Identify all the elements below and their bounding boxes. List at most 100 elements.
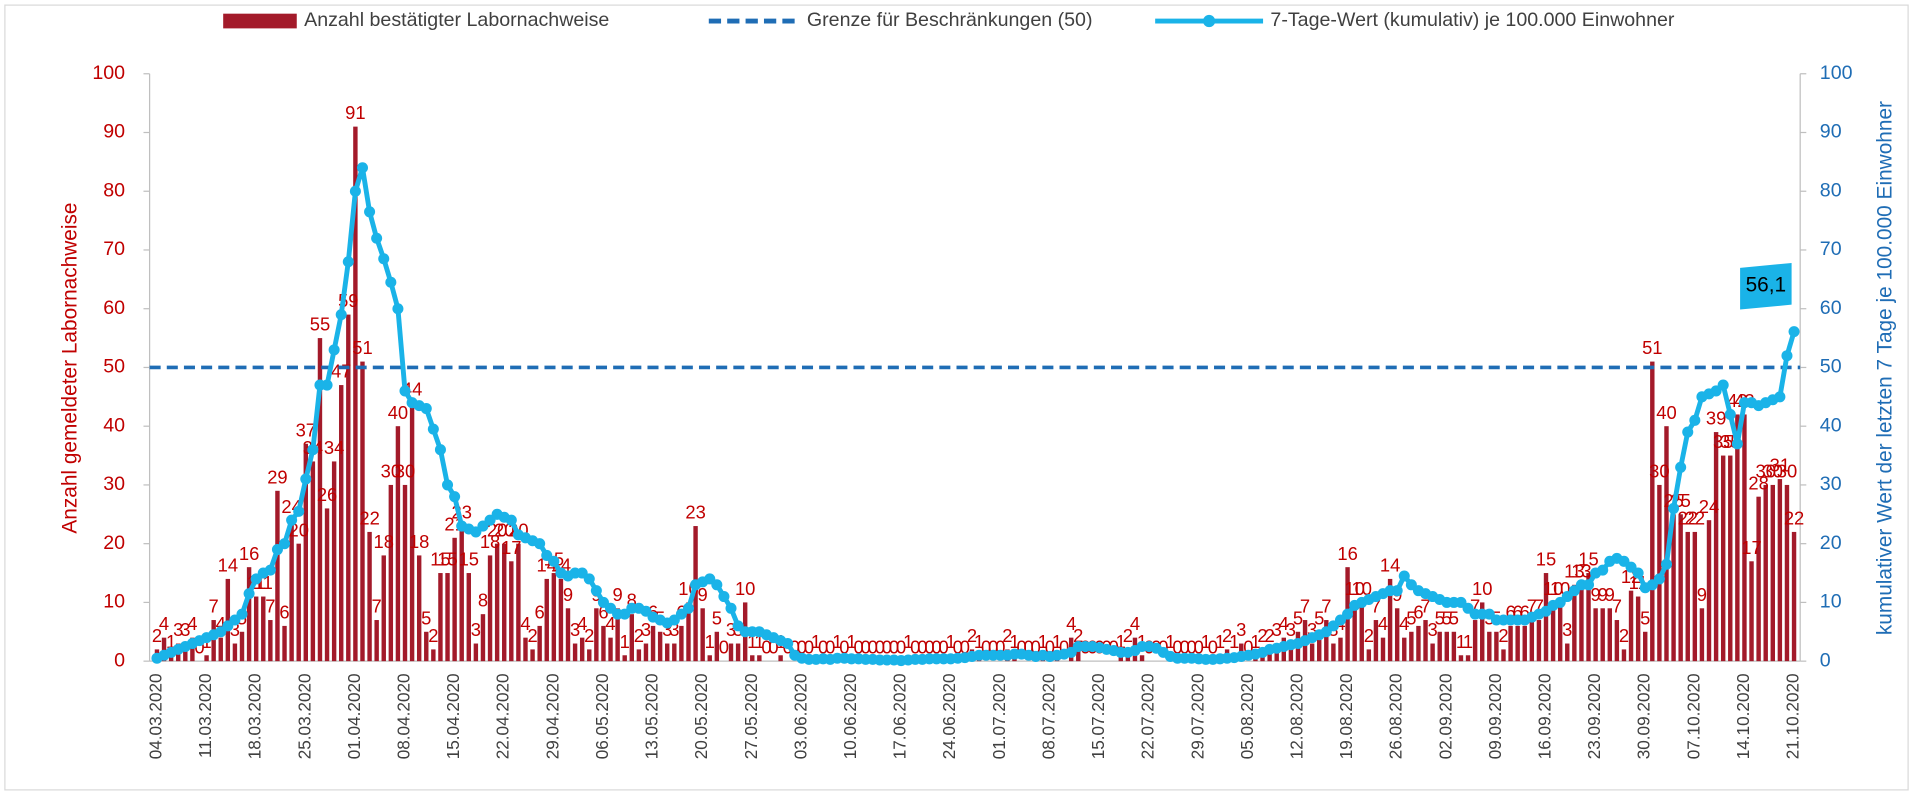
y-tick-label: 60 — [103, 297, 125, 319]
bar-data-label: 0 — [839, 637, 849, 658]
bar-data-label: 4 — [187, 613, 197, 634]
bar — [700, 608, 705, 662]
bar-data-label: 35 — [1713, 431, 1733, 452]
y-tick-label: 30 — [103, 473, 125, 495]
bar-data-label: 51 — [352, 337, 372, 358]
bar — [1579, 584, 1584, 662]
bar-data-label: 5 — [1442, 607, 1452, 628]
y2-tick-label: 30 — [1820, 473, 1842, 495]
bar — [1409, 631, 1414, 662]
bar — [1437, 631, 1442, 662]
bar-data-label: 16 — [1337, 543, 1357, 564]
bar-data-label: 1 — [1229, 631, 1239, 652]
bar-data-label: 0 — [861, 637, 871, 658]
bar — [679, 625, 684, 662]
bar-data-label: 7 — [265, 596, 275, 617]
bar — [1522, 625, 1527, 662]
x-tick-label: 15.07.2020 — [1088, 673, 1108, 759]
bar-data-label: 4 — [1399, 613, 1409, 634]
line-marker — [1668, 502, 1680, 514]
x-tick-label: 04.03.2020 — [145, 673, 165, 759]
bar — [473, 643, 479, 662]
bar — [1635, 596, 1641, 662]
y-axis-title: Anzahl gemeldeter Labornachweise — [59, 202, 82, 533]
x-tick-label: 07.10.2020 — [1683, 673, 1703, 759]
bar-data-label: 0 — [924, 637, 934, 658]
bar — [1118, 655, 1123, 662]
bar — [1728, 455, 1733, 662]
bar-data-label: 47 — [331, 361, 351, 382]
bar-data-label: 0 — [1179, 637, 1189, 658]
y2-tick-label: 20 — [1820, 532, 1842, 554]
bar — [608, 637, 613, 662]
y2-tick-label: 10 — [1820, 591, 1842, 613]
bar-data-label: 7 — [1470, 596, 1480, 617]
bar-data-label: 10 — [1472, 578, 1492, 599]
bar — [1671, 514, 1676, 662]
bar — [594, 608, 599, 662]
line-marker — [434, 444, 446, 456]
bar-data-label: 0 — [853, 637, 863, 658]
bar-data-label: 3 — [1272, 619, 1282, 640]
bar-data-label: 9 — [1590, 584, 1600, 605]
bar-data-label: 1 — [974, 631, 984, 652]
bar-data-label: 1 — [1052, 631, 1062, 652]
bar — [1763, 484, 1768, 662]
bar-data-label: 0 — [825, 637, 835, 658]
y-tick-label: 10 — [103, 591, 125, 613]
line-marker — [1391, 585, 1403, 597]
bar — [168, 655, 174, 662]
bar — [452, 537, 457, 662]
annotation-label: 56,1 — [1746, 274, 1787, 297]
bar — [1593, 608, 1598, 662]
bar-data-label: 23 — [685, 502, 705, 523]
bar — [480, 614, 486, 662]
bar — [622, 655, 627, 662]
bar-data-label: 0 — [768, 637, 778, 658]
bar-data-label: 1 — [620, 631, 630, 652]
bar-data-label: 1 — [903, 631, 913, 652]
bar-data-label: 1 — [747, 631, 757, 652]
line-marker — [335, 309, 347, 321]
bar-data-label: 0 — [938, 637, 948, 658]
y2-tick-label: 40 — [1820, 414, 1842, 436]
bar-data-label: 2 — [152, 625, 162, 646]
bar-data-label: 0 — [1243, 637, 1253, 658]
line-marker — [236, 608, 248, 620]
bar — [1678, 514, 1683, 662]
bar — [502, 543, 507, 662]
line-marker — [392, 303, 404, 315]
bar-data-label: 3 — [570, 619, 580, 640]
bar-data-label: 4 — [159, 613, 169, 634]
x-tick-label: 22.07.2020 — [1138, 673, 1158, 759]
bar — [1352, 602, 1357, 662]
x-tick-label: 23.09.2020 — [1584, 673, 1604, 759]
bar-data-label: 4 — [1066, 613, 1076, 634]
y-tick-label: 100 — [92, 62, 125, 84]
bar-data-label: 0 — [882, 637, 892, 658]
y2-tick-label: 80 — [1820, 179, 1842, 201]
bar-data-label: 18 — [480, 531, 500, 552]
x-tick-label: 03.06.2020 — [790, 673, 810, 759]
bar-data-label: 1 — [1038, 631, 1048, 652]
bar-data-label: 5 — [1314, 607, 1324, 628]
bar-data-label: 13 — [1571, 560, 1591, 581]
bar-data-label: 15 — [1578, 549, 1598, 570]
bar-data-label: 24 — [1699, 496, 1719, 517]
bar-data-label: 17 — [501, 537, 521, 558]
bar — [601, 625, 606, 662]
bar — [1777, 479, 1783, 662]
line-marker — [286, 514, 298, 526]
bar — [1742, 414, 1747, 662]
bar-data-label: 2 — [1619, 625, 1629, 646]
line-marker — [725, 602, 737, 614]
y-tick-label: 50 — [103, 356, 125, 378]
bar-data-label: 2 — [1264, 625, 1274, 646]
bar-data-label: 7 — [1371, 596, 1381, 617]
bar-data-label: 2 — [1364, 625, 1374, 646]
line-marker — [264, 564, 276, 576]
bar-data-label: 7 — [372, 596, 382, 617]
bar-data-label: 4 — [1279, 613, 1289, 634]
bar-data-label: 3 — [669, 619, 679, 640]
bar — [686, 602, 691, 662]
